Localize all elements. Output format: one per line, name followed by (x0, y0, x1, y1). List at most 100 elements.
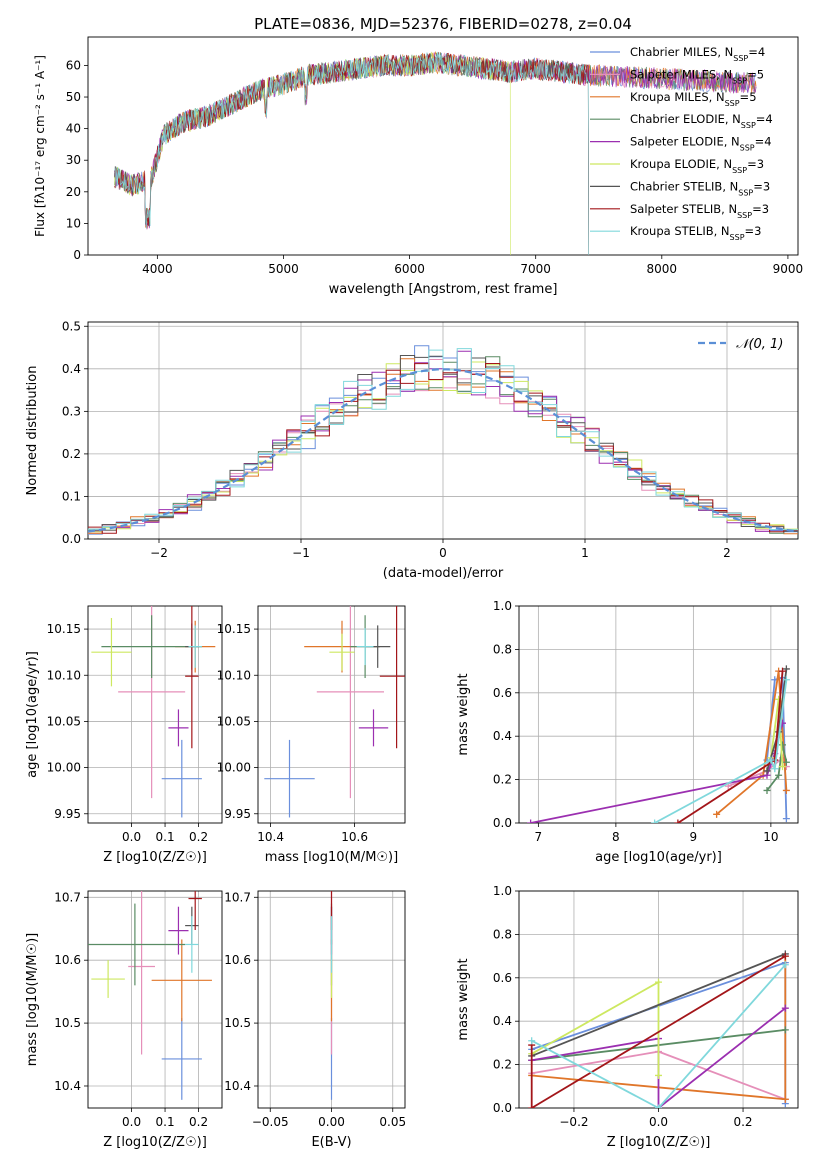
y-tick-label: 0 (73, 248, 81, 262)
y-axis-label: mass weight (456, 958, 471, 1040)
x-tick-label: 7 (535, 830, 543, 844)
panel-spectrum: Chabrier MILES, NSSP=4 Salpeter MILES, NS… (84, 36, 799, 259)
legend-nssp: 3 (763, 179, 770, 193)
y-tick-label: 1.0 (493, 884, 512, 898)
legend-series-name: Kroupa ELODIE (630, 157, 716, 171)
x-tick-label: 4000 (142, 262, 173, 276)
x-tick-label: 0.2 (189, 1115, 208, 1129)
y-tick-label: 10.15 (47, 622, 81, 636)
y-axis-label: Normed distribution (25, 366, 40, 496)
weight-marker (771, 765, 779, 773)
panel-age-vs-mass (254, 605, 406, 827)
x-tick-label: 10.4 (257, 830, 284, 844)
x-axis-label: E(B-V) (311, 1135, 351, 1150)
panel-mass-vs-ebv (254, 890, 406, 1112)
weight-marker (655, 1104, 662, 1108)
y-tick-label: 10.15 (217, 622, 251, 636)
weight-marker (651, 819, 659, 823)
y-tick-label: 0.2 (493, 773, 512, 787)
y-tick-label: 10.4 (54, 1079, 81, 1093)
x-tick-label: 0.2 (733, 1115, 752, 1129)
y-tick-label: 0.0 (62, 532, 81, 546)
x-tick-label: 9000 (773, 262, 804, 276)
x-axis-label: Z [log10(Z/Z☉)] (103, 850, 207, 865)
legend-nssp: 4 (765, 112, 772, 126)
legend-entry: 𝒩(0, 1) (736, 337, 783, 352)
legend-series-name: Kroupa MILES (630, 90, 709, 104)
errorbar-point (356, 628, 374, 666)
axes-frame (518, 605, 799, 824)
y-tick-label: 10.5 (54, 1016, 81, 1030)
legend-series-name: Kroupa STELIB (630, 224, 714, 238)
weight-marker (779, 667, 786, 675)
plot-area (88, 345, 798, 535)
weight-marker (781, 1026, 789, 1034)
legend-nssp: 4 (764, 135, 771, 149)
weight-marker (782, 676, 790, 684)
y-tick-label: 30 (66, 153, 81, 167)
x-tick-label: −0.05 (252, 1115, 289, 1129)
weight-marker (655, 1071, 662, 1079)
y-tick-label: 20 (66, 185, 81, 199)
weight-line (530, 955, 786, 1108)
legend-nssp: 4 (758, 45, 765, 59)
spectrum-line (114, 51, 589, 255)
plot-area (88, 891, 212, 1100)
legend-nssp: 3 (757, 157, 764, 171)
y-tick-label: 0.8 (493, 927, 512, 941)
y-tick-label: 10.5 (224, 1016, 251, 1030)
x-tick-label: −1 (292, 546, 310, 560)
errorbar-point (188, 891, 202, 930)
plot-area (91, 606, 216, 818)
errorbar-point (91, 618, 132, 687)
legend-nssp: 3 (762, 202, 769, 216)
weight-line (716, 670, 788, 815)
y-tick-label: 0.0 (493, 1101, 512, 1115)
x-axis-label: age [log10(age/yr)] (595, 850, 722, 865)
errorbar-point (185, 606, 199, 749)
y-tick-label: 0.2 (62, 447, 81, 461)
plot-area (528, 950, 789, 1108)
x-axis-label: wavelength [Angstrom, rest frame] (329, 282, 558, 297)
legend-series-name: Chabrier MILES (630, 45, 717, 59)
y-tick-label: 0.4 (493, 729, 512, 743)
histogram-step (88, 348, 798, 531)
errorbar-point (329, 633, 355, 671)
y-tick-label: 0.4 (62, 362, 81, 376)
weight-marker (781, 1095, 789, 1103)
errorbar-point (185, 916, 199, 973)
weight-line (531, 964, 786, 1108)
errorbar-point (168, 906, 189, 955)
legend-series-name: Chabrier ELODIE (630, 112, 725, 126)
x-tick-label: 7000 (520, 262, 551, 276)
x-tick-label: −0.2 (559, 1115, 588, 1129)
weight-marker (674, 819, 682, 823)
axes-frame (257, 605, 406, 824)
y-tick-label: 0.6 (493, 686, 512, 700)
weight-marker (782, 786, 790, 794)
plot-area (114, 51, 757, 255)
y-tick-label: 0.3 (62, 404, 81, 418)
weight-marker (527, 819, 535, 823)
errorbar-point (264, 739, 315, 818)
errorbar-point (161, 1018, 202, 1100)
errorbar-point (316, 606, 384, 799)
y-tick-label: 0.5 (62, 319, 81, 333)
legend-entry: Salpeter STELIB, NSSP=3 (630, 202, 769, 220)
y-tick-label: 0.2 (493, 1058, 512, 1072)
y-axis-label: mass weight (456, 673, 471, 755)
x-axis-label: (data-model)/error (383, 566, 504, 581)
weight-marker (782, 758, 790, 766)
y-tick-label: 10.7 (224, 890, 251, 904)
x-tick-label: 0.0 (649, 1115, 668, 1129)
y-tick-label: 10.10 (217, 668, 251, 682)
y-tick-label: 1.0 (493, 599, 512, 613)
y-tick-label: 0.0 (493, 816, 512, 830)
legend-entry: Kroupa STELIB, NSSP=3 (630, 224, 762, 242)
legend-entry: Salpeter ELODIE, NSSP=4 (630, 135, 772, 153)
legend-series-name: Salpeter ELODIE (630, 135, 724, 149)
x-axis-label: Z [log10(Z/Z☉)] (607, 1135, 711, 1150)
legend-nssp: 5 (749, 90, 756, 104)
weight-marker (782, 665, 790, 673)
